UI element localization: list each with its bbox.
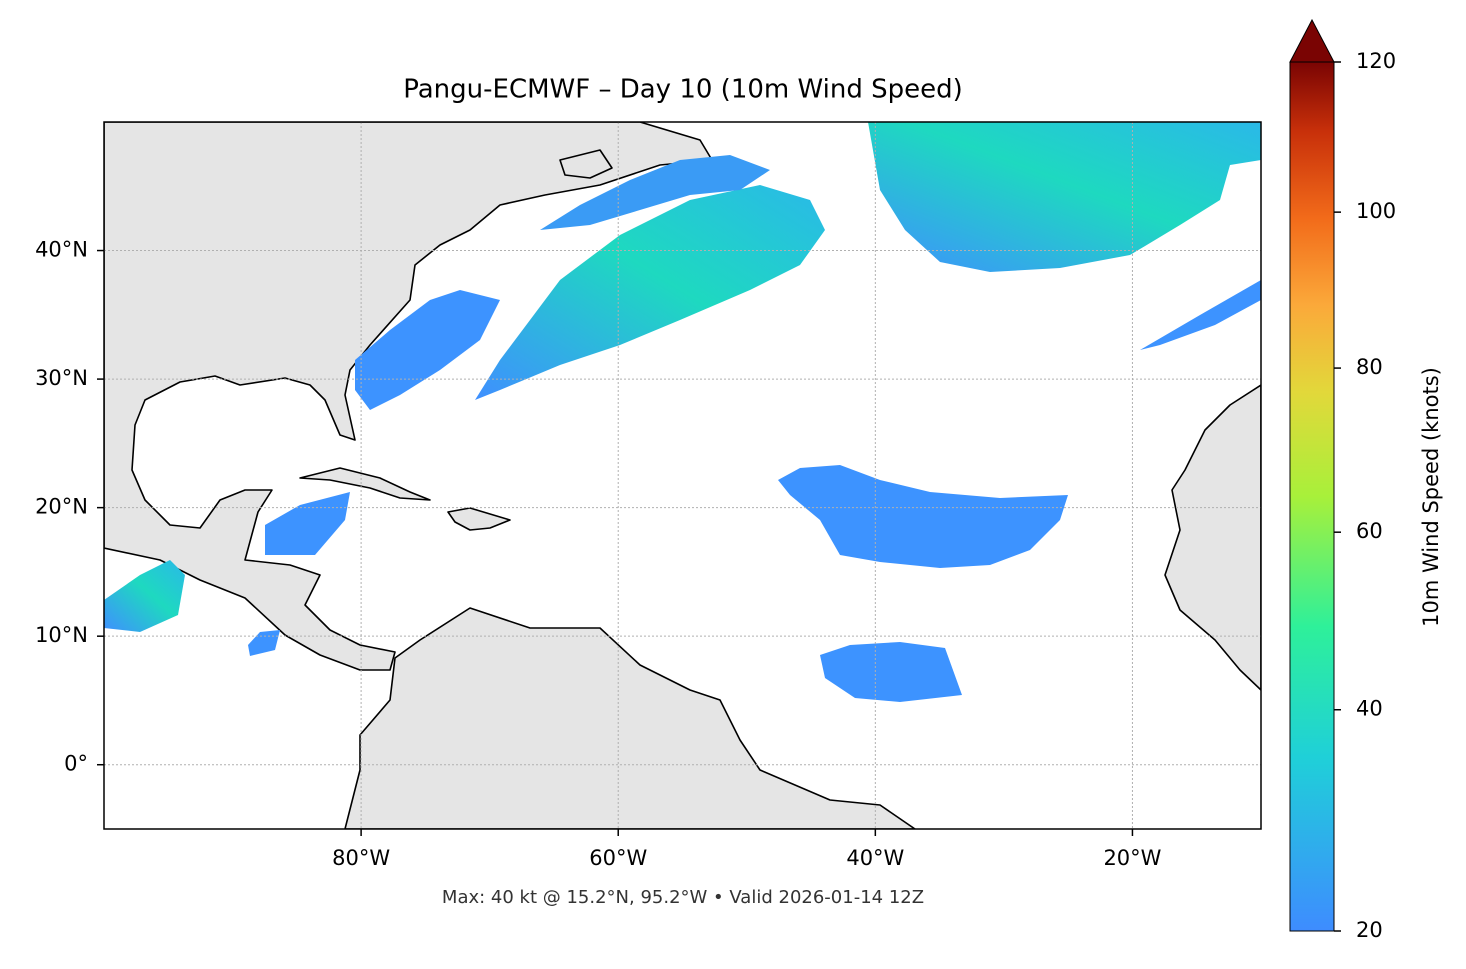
wind-region xyxy=(104,560,185,632)
footer-note: Max: 40 kt @ 15.2°N, 95.2°W • Valid 2026… xyxy=(442,887,924,908)
land-cuba xyxy=(299,467,431,501)
plot-frame xyxy=(103,121,1262,830)
colorbar-tick-label: 120 xyxy=(1356,49,1396,73)
colorbar-tick-label: 60 xyxy=(1356,519,1383,543)
wind-region xyxy=(248,630,280,656)
y-tick-label: 30°N xyxy=(35,366,88,390)
land-south-america xyxy=(344,607,916,829)
y-tick-label: 0° xyxy=(64,752,88,776)
colorbar-tick-label: 20 xyxy=(1356,918,1383,942)
land-newfoundland xyxy=(559,149,613,179)
wind-region xyxy=(355,290,500,410)
wind-region xyxy=(540,155,770,230)
land-africa xyxy=(1164,384,1261,691)
land-north-america xyxy=(104,122,713,671)
x-tick-label: 80°W xyxy=(332,846,390,870)
chart-title: Pangu-ECMWF – Day 10 (10m Wind Speed) xyxy=(403,75,963,105)
y-tick-label: 20°N xyxy=(35,495,88,519)
colorbar-tick-label: 100 xyxy=(1356,199,1396,223)
wind-region xyxy=(820,642,962,702)
wind-region xyxy=(265,492,350,555)
colorbar xyxy=(1289,61,1335,932)
x-tick-label: 60°W xyxy=(589,846,647,870)
x-tick-label: 40°W xyxy=(846,846,904,870)
wind-region xyxy=(1140,280,1261,350)
wind-region xyxy=(778,465,1068,568)
map-area xyxy=(104,122,1261,829)
land-hispaniola xyxy=(447,507,511,531)
colorbar-label: 10m Wind Speed (knots) xyxy=(1419,367,1443,627)
wind-region xyxy=(868,122,1261,272)
colorbar-extend xyxy=(1289,18,1335,63)
x-tick-label: 20°W xyxy=(1103,846,1161,870)
y-tick-label: 40°N xyxy=(35,238,88,262)
colorbar-tick-label: 80 xyxy=(1356,355,1383,379)
colorbar-tick-label: 40 xyxy=(1356,697,1383,721)
wind-region xyxy=(475,185,825,400)
y-tick-label: 10°N xyxy=(35,623,88,647)
